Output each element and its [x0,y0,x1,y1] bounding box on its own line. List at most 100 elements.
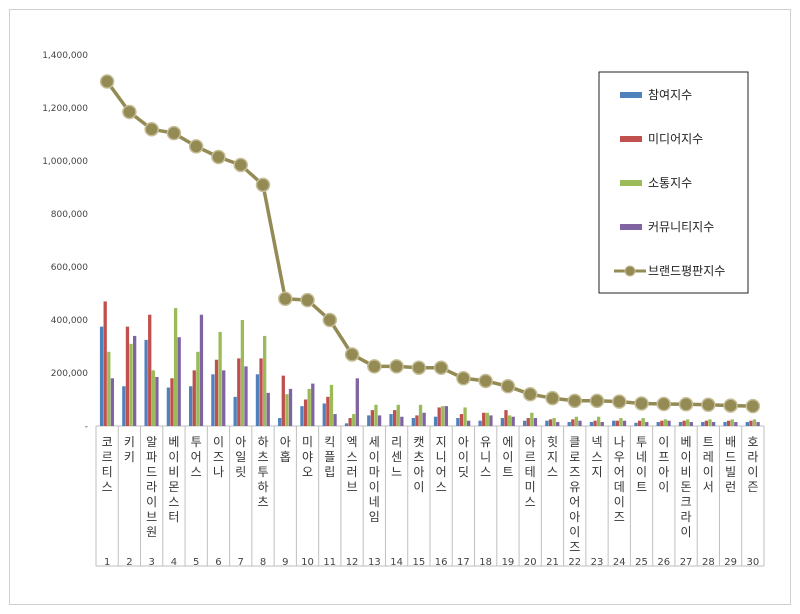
bar-커뮤니티지수 [711,422,716,426]
bar-미디어지수 [326,396,330,426]
bar-소통지수 [374,404,378,426]
bar-참여지수 [567,422,571,426]
bar-참여지수 [634,422,638,426]
x-rank-label: 1 [104,557,110,568]
bar-미디어지수 [615,420,619,426]
line-point [211,149,226,165]
bar-참여지수 [166,387,171,426]
bars [99,301,760,426]
bar-참여지수 [211,374,215,426]
bar-소통지수 [597,416,601,426]
line-point [389,359,404,374]
x-rank-label: 16 [435,557,448,568]
line-point [233,157,248,173]
line-point [411,360,427,375]
line-point [300,292,315,308]
y-tick-label: 600,000 [51,263,88,273]
bar-참여지수 [411,418,415,426]
x-rank-label: 15 [412,557,425,568]
bar-소통지수 [307,388,311,426]
line-point [188,139,204,154]
bar-커뮤니티지수 [756,422,760,426]
bar-소통지수 [263,335,267,426]
bar-소통지수 [641,418,645,426]
legend-swatch-marker [624,265,636,277]
bar-참여지수 [433,416,438,426]
legend-label: 브랜드평판지수 [648,264,725,278]
x-rank-label: 18 [479,557,492,568]
line-point [367,359,382,374]
legend-swatch-미디어지수 [620,136,642,142]
x-rank-label: 9 [282,557,288,568]
bar-참여지수 [701,422,705,426]
x-rank-label: 12 [346,557,359,568]
bar-커뮤니티지수 [489,415,493,426]
bar-소통지수 [574,416,579,426]
bar-미디어지수 [125,326,130,426]
bar-소통지수 [396,404,400,426]
bar-미디어지수 [571,419,575,426]
bar-미디어지수 [237,358,241,426]
bar-미디어지수 [259,358,263,426]
bar-커뮤니티지수 [333,414,337,426]
bar-커뮤니티지수 [400,416,404,426]
bar-커뮤니티지수 [511,416,515,426]
bar-커뮤니티지수 [222,370,226,426]
bar-미디어지수 [415,415,419,426]
bar-참여지수 [456,418,460,426]
legend-swatch-커뮤니티지수 [620,224,642,230]
bar-참여지수 [344,423,349,426]
x-rank-label: 17 [457,557,470,568]
line-point [567,393,582,409]
bar-소통지수 [441,406,445,426]
bar-미디어지수 [727,420,731,426]
x-rank-label: 14 [390,557,403,568]
bar-미디어지수 [504,410,508,426]
legend-label: 참여지수 [648,88,692,102]
bar-커뮤니티지수 [556,422,560,426]
bar-미디어지수 [192,370,196,426]
x-rank-label: 19 [502,557,515,568]
bar-커뮤니티지수 [177,337,181,426]
bar-소통지수 [619,418,623,426]
bar-참여지수 [278,418,282,426]
bar-커뮤니티지수 [199,314,204,426]
legend-label: 커뮤니티지수 [648,220,714,234]
bar-참여지수 [745,422,749,426]
bar-미디어지수 [393,410,397,426]
bar-참여지수 [612,420,616,426]
x-rank-label: 3 [148,557,154,568]
bar-참여지수 [189,386,193,426]
bar-참여지수 [322,403,326,426]
bar-참여지수 [589,422,594,426]
y-tick-label: 400,000 [51,316,88,326]
bar-미디어지수 [170,378,174,426]
bar-미디어지수 [214,359,219,426]
brand-index-line [99,74,761,414]
bar-미디어지수 [103,301,107,426]
x-rank-label: 26 [657,557,670,568]
line-point [723,398,738,413]
bar-소통지수 [218,331,222,426]
bar-미디어지수 [459,414,464,426]
bar-미디어지수 [148,314,152,426]
line-point [456,371,471,386]
bar-미디어지수 [637,420,642,426]
y-tick-label: 800,000 [51,210,88,220]
x-rank-label: 6 [215,557,221,568]
y-tick-label: 1,000,000 [42,157,88,167]
line-point [144,121,159,137]
bar-참여지수 [723,422,727,426]
bar-미디어지수 [482,412,486,426]
